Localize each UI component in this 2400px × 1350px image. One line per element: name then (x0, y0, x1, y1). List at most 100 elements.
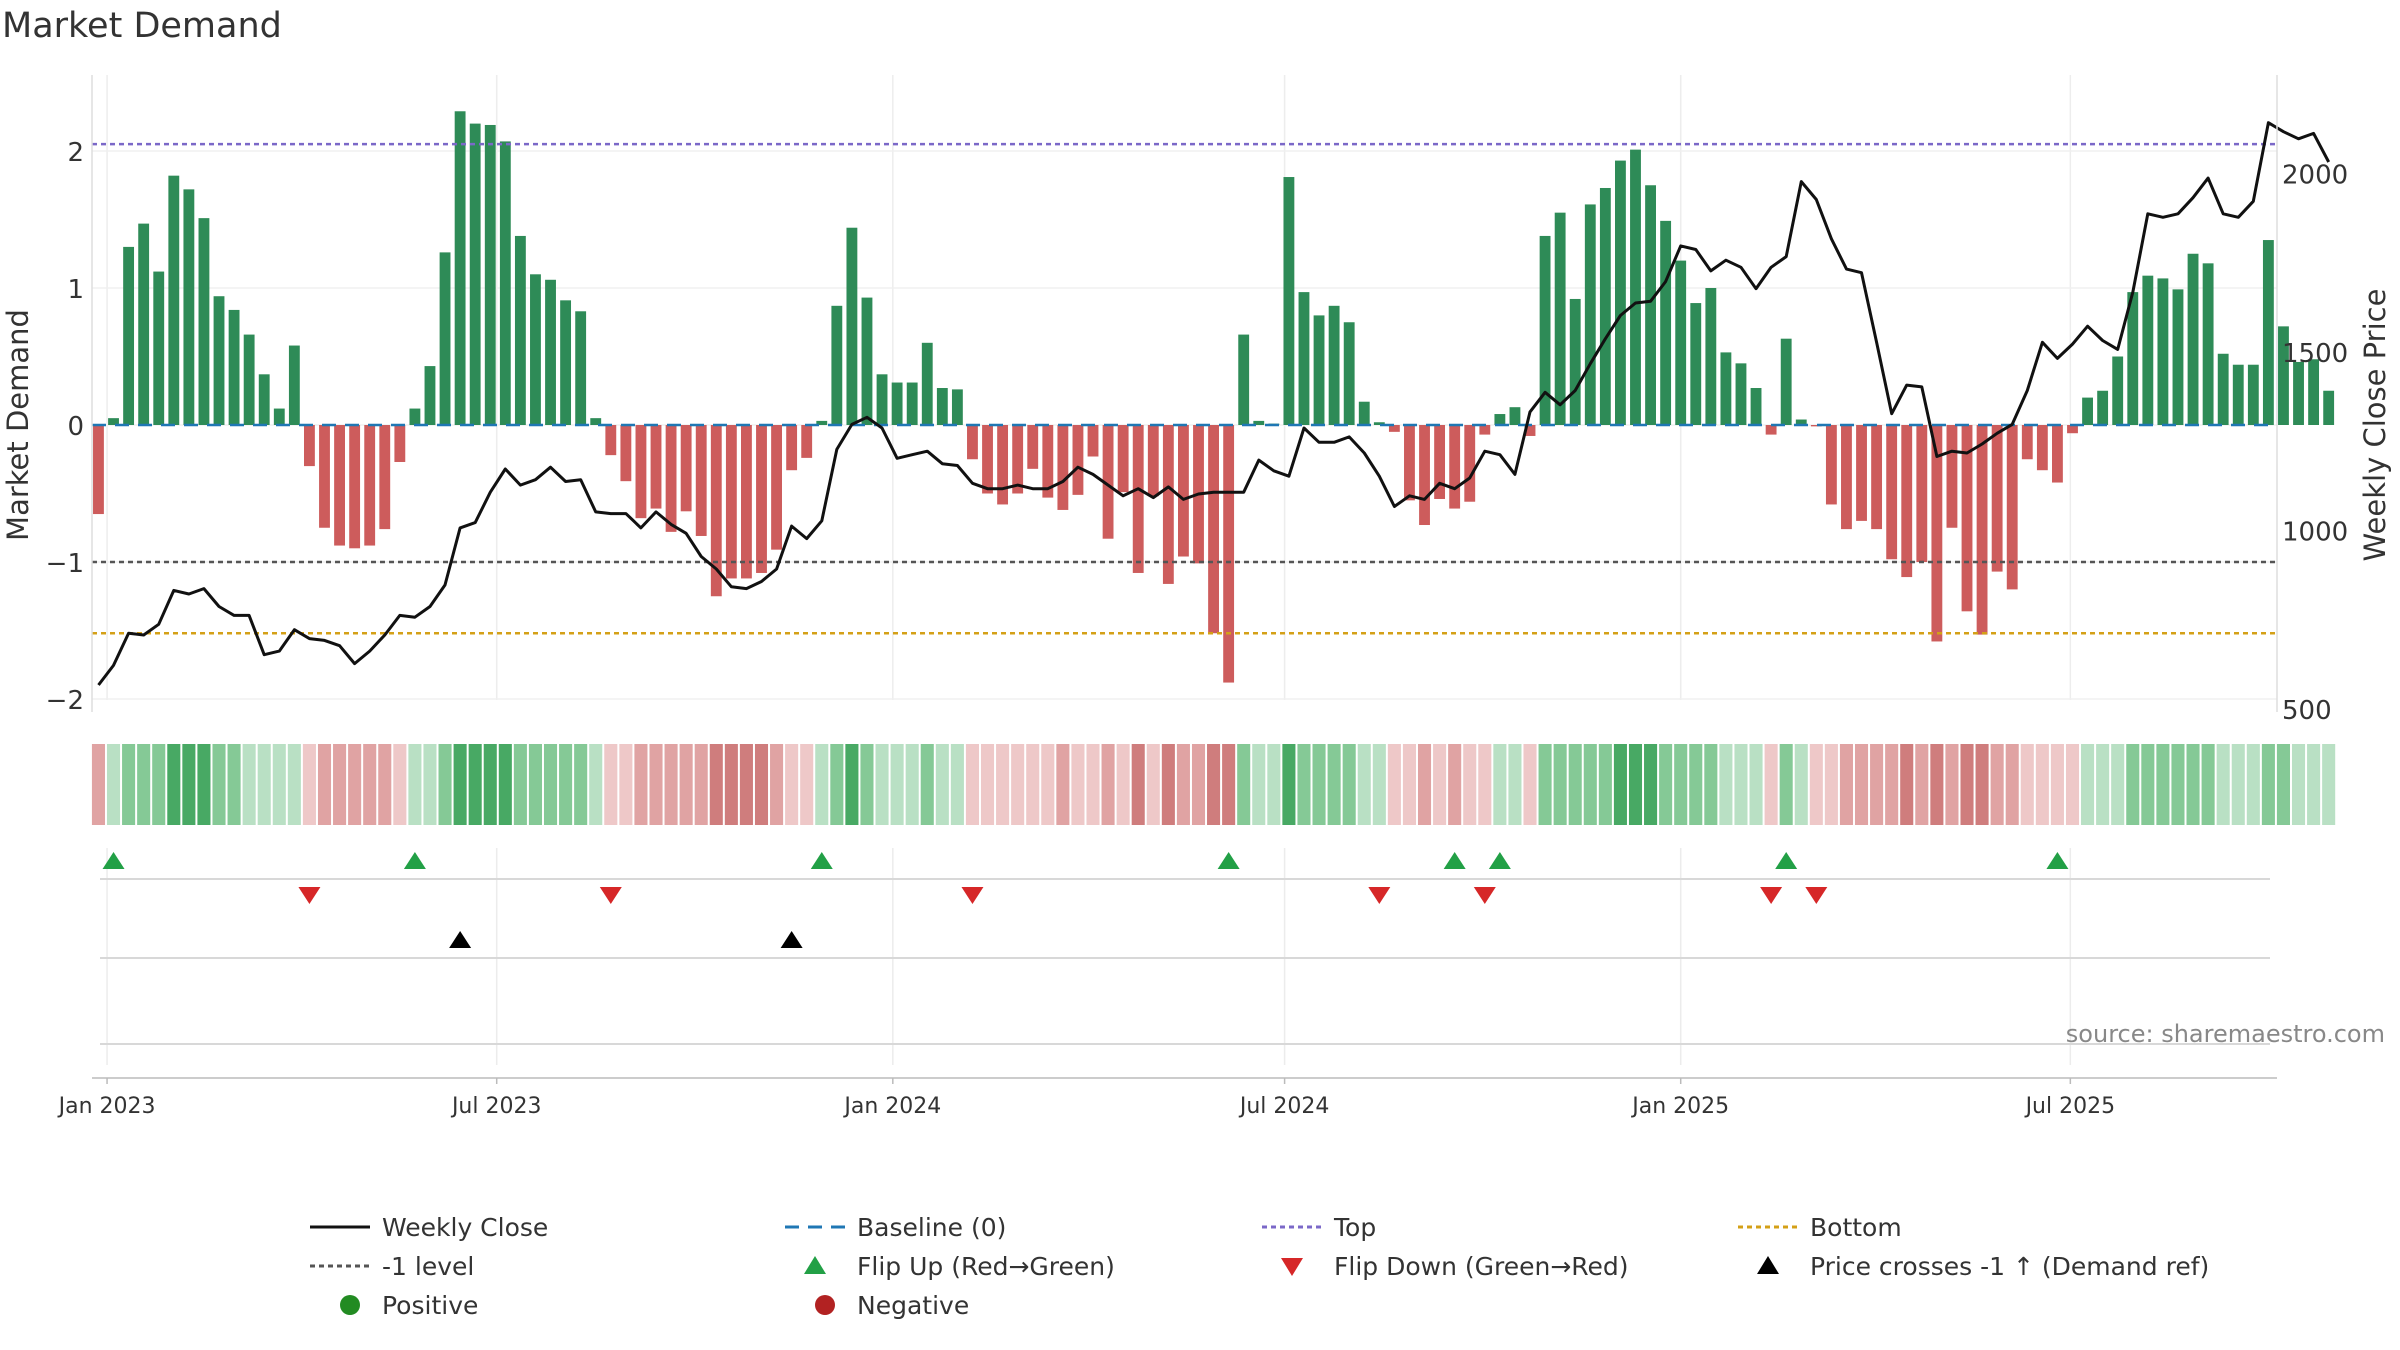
band-cell (1448, 744, 1462, 825)
demand-bar (243, 334, 255, 425)
demand-bar (741, 425, 752, 579)
band-cell (1342, 744, 1356, 825)
band-cell (1282, 744, 1296, 825)
band-cell (1598, 744, 1612, 825)
band-cell (589, 744, 603, 825)
band-cell (996, 744, 1010, 825)
demand-bar (1645, 185, 1656, 425)
band-cell (1071, 744, 1085, 825)
band-cell (649, 744, 663, 825)
band-cell (423, 744, 437, 825)
demand-bar (997, 425, 1009, 505)
band-cell (1568, 744, 1582, 825)
band-cell (2156, 744, 2170, 825)
y-tick-label: 0 (67, 412, 84, 442)
demand-bar (906, 382, 918, 425)
legend-swatch-negative (815, 1295, 835, 1315)
demand-bar (379, 425, 391, 530)
band-cell (333, 744, 347, 825)
demand-bar (2232, 364, 2244, 425)
band-cell (152, 744, 166, 825)
y2-tick-label: 1500 (2282, 339, 2348, 369)
legend-swatch-flip-up (804, 1256, 826, 1274)
demand-bar (213, 296, 225, 425)
band-cell (2111, 744, 2125, 825)
band-cell (905, 744, 919, 825)
demand-bar (1283, 177, 1295, 425)
band-cell (2141, 744, 2155, 825)
demand-bar (2187, 253, 2199, 425)
demand-bar (2142, 275, 2154, 425)
band-cell (1900, 744, 1914, 825)
band-cell (2005, 744, 2019, 825)
band-cell (1583, 744, 1597, 825)
demand-bar (545, 279, 556, 425)
band-cell (935, 744, 949, 825)
demand-bar (1720, 352, 1732, 425)
band-cell (1402, 744, 1416, 825)
demand-bar (2323, 390, 2335, 425)
demand-bar (936, 388, 948, 425)
y2-tick-label: 2000 (2282, 161, 2348, 191)
demand-bar (2262, 240, 2274, 425)
band-cell (619, 744, 633, 825)
demand-bar (921, 342, 933, 425)
demand-bar (288, 345, 300, 425)
demand-bar (590, 418, 602, 425)
source-text: source: sharemaestro.com (2066, 1020, 2385, 1048)
demand-bar (560, 300, 572, 425)
y2-axis-title: Weekly Close Price (2358, 289, 2392, 562)
band-cell (1417, 744, 1432, 825)
band-cell (830, 744, 844, 825)
band-cell (1116, 744, 1130, 825)
legend-label: Negative (857, 1291, 969, 1320)
band-cell (574, 744, 588, 825)
demand-bar (1841, 425, 1852, 530)
band-cell (1463, 744, 1477, 825)
band-cell (1146, 744, 1160, 825)
demand-bar (228, 309, 240, 425)
demand-bar (514, 235, 526, 425)
band-cell (1191, 744, 1206, 825)
demand-bar (2082, 397, 2093, 425)
price-line (97, 121, 2331, 686)
demand-bar (153, 271, 165, 425)
demand-bar (1208, 425, 1219, 634)
demand-bar (1705, 288, 1717, 425)
band-cell (438, 744, 452, 825)
band-cell (815, 744, 829, 825)
band-cell (1056, 744, 1070, 825)
demand-bar (756, 425, 767, 573)
band-cell (1854, 744, 1869, 825)
demand-bar (1404, 425, 1415, 501)
demand-bar (349, 425, 361, 549)
band-cell (1161, 744, 1175, 825)
band-cell (2126, 744, 2140, 825)
band-cell (1553, 744, 1567, 825)
flip-up-marker (1217, 852, 1240, 869)
flip-up-marker (2046, 852, 2069, 869)
band-cell (1387, 744, 1401, 825)
demand-bar (2112, 356, 2124, 425)
band-cell (1734, 744, 1748, 825)
y-axis-title: Market Demand (1, 309, 35, 541)
demand-bar (861, 297, 873, 425)
demand-bar (424, 366, 436, 425)
x-tick-label: Jul 2025 (2024, 1094, 2116, 1119)
band-cell (1870, 744, 1884, 825)
band-cell (348, 744, 362, 825)
demand-bar (1132, 425, 1144, 573)
demand-bar (168, 175, 180, 425)
band-cell (1267, 744, 1281, 825)
demand-bar (1599, 187, 1611, 425)
flip-down-marker (599, 887, 622, 904)
demand-bars (93, 111, 2335, 683)
demand-bar (2067, 425, 2078, 434)
demand-bar (1810, 425, 1822, 427)
demand-bar (620, 425, 632, 482)
legend-swatch-positive (340, 1295, 360, 1315)
demand-bar (1750, 388, 1762, 425)
band-cell (408, 744, 422, 825)
event-markers (100, 852, 2270, 1045)
